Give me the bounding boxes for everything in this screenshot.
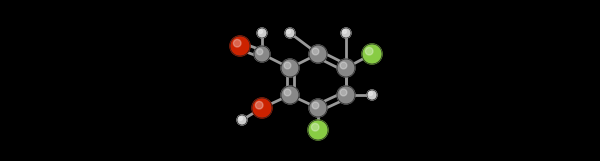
Circle shape	[340, 89, 347, 96]
Circle shape	[309, 45, 327, 63]
Circle shape	[369, 92, 373, 95]
Circle shape	[362, 44, 382, 64]
Circle shape	[257, 49, 263, 55]
Circle shape	[256, 101, 263, 109]
Circle shape	[340, 62, 347, 69]
Circle shape	[311, 123, 319, 131]
Circle shape	[257, 28, 267, 38]
Circle shape	[237, 115, 247, 125]
Circle shape	[259, 30, 263, 33]
Circle shape	[341, 28, 351, 38]
Circle shape	[281, 86, 299, 104]
Circle shape	[285, 28, 295, 38]
Circle shape	[239, 117, 242, 120]
Circle shape	[312, 48, 319, 55]
Circle shape	[233, 39, 241, 47]
Circle shape	[284, 89, 291, 96]
Circle shape	[281, 59, 299, 77]
Circle shape	[309, 99, 327, 117]
Circle shape	[367, 90, 377, 100]
Circle shape	[308, 120, 328, 140]
Circle shape	[252, 98, 272, 118]
Circle shape	[230, 36, 250, 56]
Circle shape	[343, 30, 347, 33]
Circle shape	[365, 47, 373, 55]
Circle shape	[337, 59, 355, 77]
Circle shape	[312, 102, 319, 109]
Circle shape	[284, 62, 291, 69]
Circle shape	[287, 30, 290, 33]
Circle shape	[337, 86, 355, 104]
Circle shape	[254, 46, 270, 62]
